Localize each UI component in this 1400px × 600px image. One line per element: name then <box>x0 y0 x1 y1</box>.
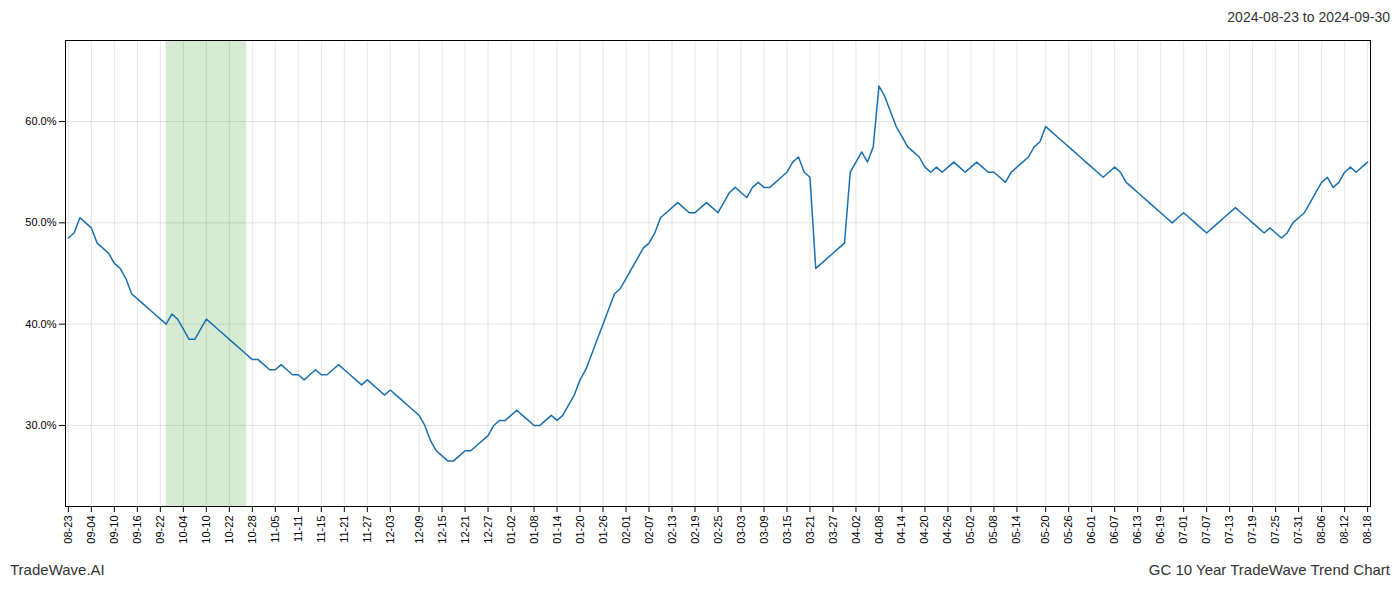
svg-text:06-01: 06-01 <box>1085 516 1097 544</box>
svg-text:01-26: 01-26 <box>597 516 609 544</box>
svg-text:10-28: 10-28 <box>246 516 258 544</box>
svg-text:04-26: 04-26 <box>941 516 953 544</box>
svg-text:07-13: 07-13 <box>1223 516 1235 544</box>
svg-text:12-15: 12-15 <box>436 516 448 544</box>
svg-text:07-25: 07-25 <box>1269 516 1281 544</box>
svg-text:10-22: 10-22 <box>223 516 235 544</box>
svg-text:12-03: 12-03 <box>384 516 396 544</box>
svg-text:03-09: 03-09 <box>758 516 770 544</box>
svg-text:07-19: 07-19 <box>1246 516 1258 544</box>
svg-text:30.0%: 30.0% <box>25 419 56 431</box>
svg-text:04-02: 04-02 <box>849 516 861 544</box>
svg-text:01-20: 01-20 <box>574 516 586 544</box>
svg-text:09-22: 09-22 <box>154 516 166 544</box>
html-text:2024-08-23 to 2024-09-30: 2024-08-23 to 2024-09-30 <box>1227 9 1390 25</box>
svg-text:12-27: 12-27 <box>482 516 494 544</box>
svg-text:01-08: 01-08 <box>528 516 540 544</box>
svg-text:08-12: 08-12 <box>1338 516 1350 544</box>
svg-text:40.0%: 40.0% <box>25 318 56 330</box>
svg-text:01-14: 01-14 <box>551 516 563 544</box>
svg-text:05-02: 05-02 <box>964 516 976 544</box>
svg-text:09-04: 09-04 <box>85 516 97 544</box>
svg-text:04-14: 04-14 <box>895 516 907 544</box>
svg-text:05-26: 05-26 <box>1062 516 1074 544</box>
svg-text:03-27: 03-27 <box>826 516 838 544</box>
svg-text:02-25: 02-25 <box>712 516 724 544</box>
svg-text:11-21: 11-21 <box>338 516 350 543</box>
svg-text:06-19: 06-19 <box>1154 516 1166 544</box>
svg-text:02-07: 02-07 <box>643 516 655 544</box>
svg-text:07-01: 07-01 <box>1177 516 1189 544</box>
svg-text:50.0%: 50.0% <box>25 216 56 228</box>
html-text:GC 10 Year TradeWave Trend Cha: GC 10 Year TradeWave Trend Chart <box>1148 561 1390 578</box>
svg-text:07-31: 07-31 <box>1292 516 1304 544</box>
svg-text:04-08: 04-08 <box>872 516 884 544</box>
svg-text:05-14: 05-14 <box>1010 516 1022 544</box>
svg-text:11-11: 11-11 <box>292 516 304 543</box>
svg-text:04-20: 04-20 <box>918 516 930 544</box>
svg-text:11-15: 11-15 <box>315 516 327 543</box>
svg-text:06-07: 06-07 <box>1108 516 1120 544</box>
html-text:TradeWave.AI: TradeWave.AI <box>10 561 105 578</box>
svg-text:01-02: 01-02 <box>505 516 517 544</box>
svg-text:02-13: 02-13 <box>666 516 678 544</box>
svg-text:03-15: 03-15 <box>781 516 793 544</box>
svg-text:05-20: 05-20 <box>1039 516 1051 544</box>
svg-text:11-05: 11-05 <box>269 516 281 543</box>
svg-text:08-23: 08-23 <box>62 516 74 544</box>
svg-text:60.0%: 60.0% <box>25 115 56 127</box>
svg-text:08-06: 08-06 <box>1315 516 1327 544</box>
svg-text:02-01: 02-01 <box>620 516 632 544</box>
svg-text:10-10: 10-10 <box>200 516 212 544</box>
svg-text:10-04: 10-04 <box>177 516 189 544</box>
svg-text:11-27: 11-27 <box>361 516 373 543</box>
svg-text:03-03: 03-03 <box>735 516 747 544</box>
svg-text:12-21: 12-21 <box>459 516 471 544</box>
svg-text:07-07: 07-07 <box>1200 516 1212 544</box>
svg-text:02-19: 02-19 <box>689 516 701 544</box>
svg-text:12-09: 12-09 <box>413 516 425 544</box>
svg-text:03-21: 03-21 <box>804 516 816 544</box>
svg-text:05-08: 05-08 <box>987 516 999 544</box>
svg-text:09-16: 09-16 <box>131 516 143 544</box>
svg-text:08-18: 08-18 <box>1361 516 1373 544</box>
svg-text:06-13: 06-13 <box>1131 516 1143 544</box>
svg-text:09-10: 09-10 <box>108 516 120 544</box>
